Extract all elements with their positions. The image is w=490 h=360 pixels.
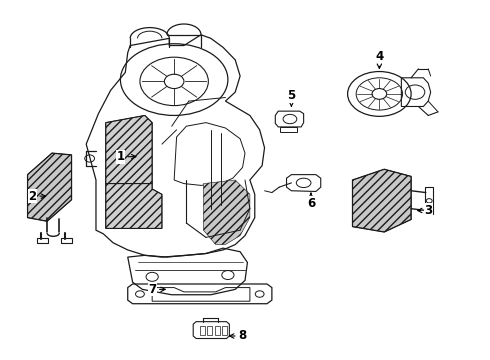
Text: 1: 1 <box>116 150 136 163</box>
Text: 3: 3 <box>417 204 432 217</box>
Bar <box>37 238 48 243</box>
Bar <box>200 326 205 335</box>
Text: 5: 5 <box>287 89 295 106</box>
Bar <box>222 326 227 335</box>
Text: 4: 4 <box>375 50 384 68</box>
Text: 2: 2 <box>28 190 46 203</box>
Bar <box>215 326 220 335</box>
Bar <box>280 127 297 132</box>
Polygon shape <box>352 169 411 232</box>
Polygon shape <box>106 184 162 228</box>
Text: 8: 8 <box>229 329 246 342</box>
Bar <box>207 326 212 335</box>
Polygon shape <box>27 153 72 221</box>
Text: 7: 7 <box>148 283 165 296</box>
Text: 6: 6 <box>307 193 315 210</box>
Polygon shape <box>106 116 152 189</box>
Polygon shape <box>203 180 250 244</box>
Bar <box>61 238 72 243</box>
